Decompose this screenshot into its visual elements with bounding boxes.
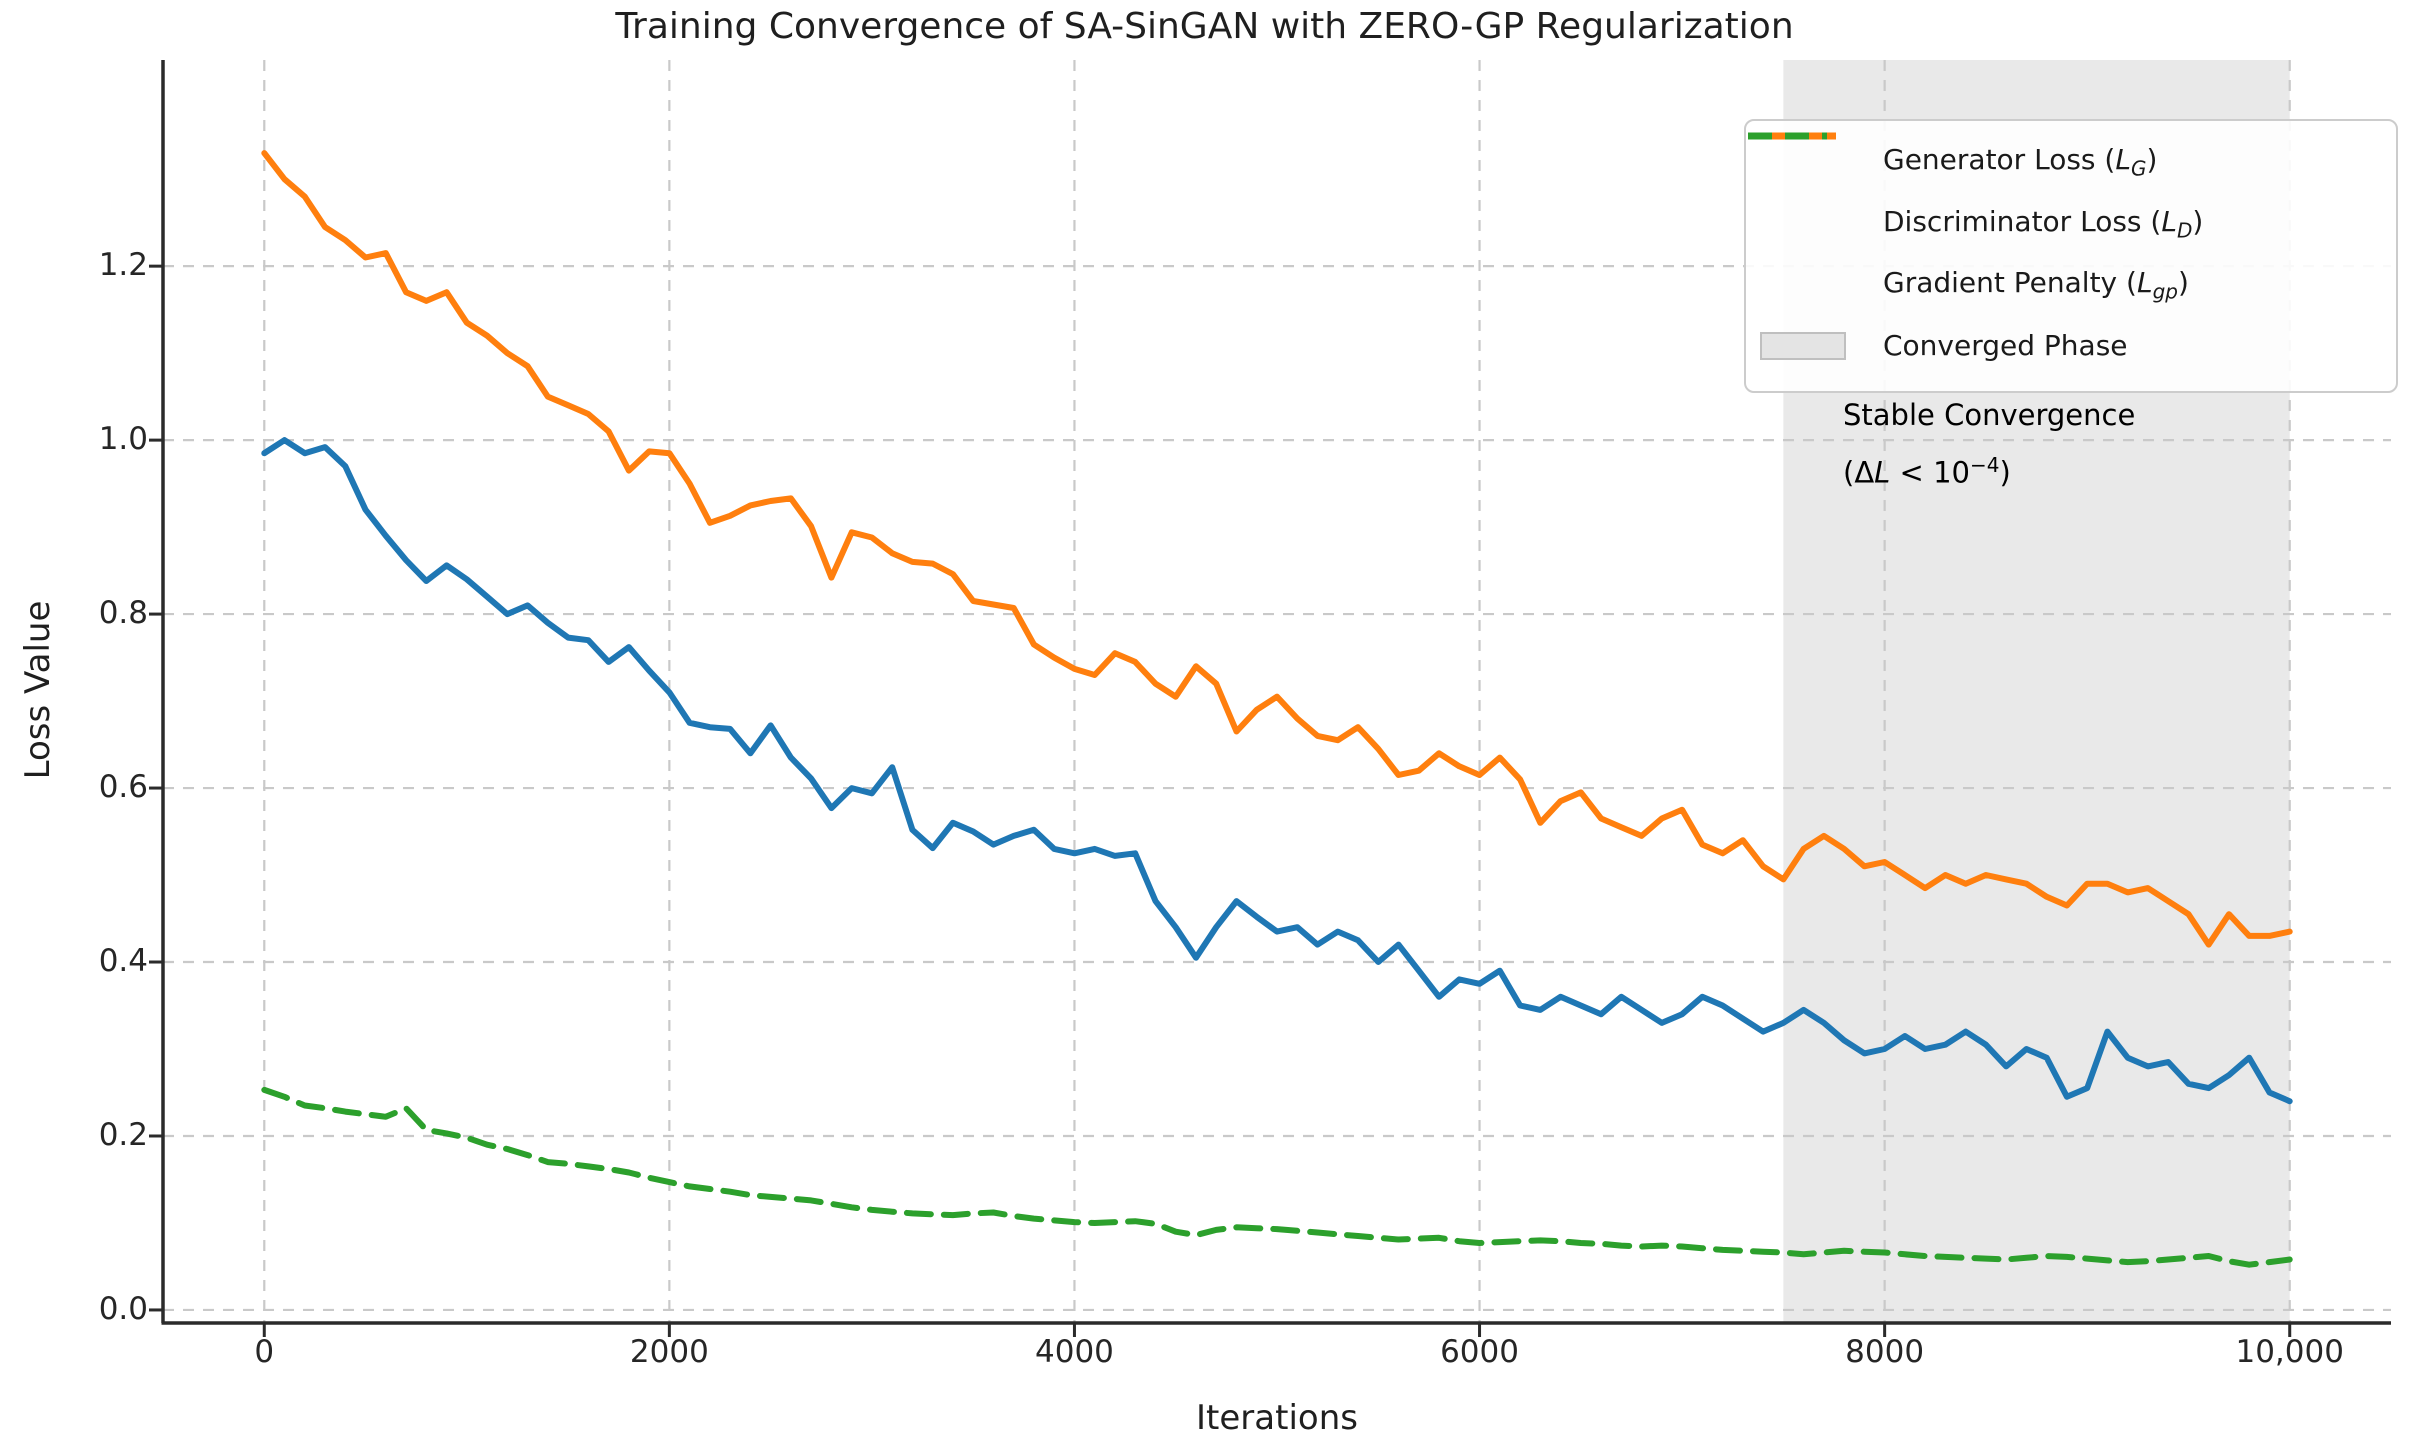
- legend-row: Gradient Penalty (Lgp): [1748, 132, 2386, 314]
- x-tick-label: 10,000: [2235, 1334, 2344, 1370]
- annotation: Stable Convergence (ΔL < 10−4): [1843, 390, 2135, 498]
- series-line-generator: [261, 437, 2293, 1105]
- y-tick-label: 0.0: [98, 1290, 148, 1327]
- series-line-gradient-penalty: [261, 1086, 2293, 1268]
- legend-label: Discriminator Loss (LD): [1883, 204, 2204, 243]
- x-tick-label: 6000: [1440, 1334, 1519, 1370]
- legend-swatch-icon: [1748, 132, 1836, 140]
- legend-row: Converged Phase: [1758, 317, 2386, 375]
- x-axis-label: Iterations: [1196, 1398, 1358, 1438]
- y-tick-label: 0.8: [98, 595, 148, 632]
- annotation-line2: (ΔL < 10−4): [1843, 453, 2011, 490]
- x-tick-label: 4000: [1035, 1334, 1114, 1370]
- legend-row: Generator Loss (LG): [1748, 132, 2386, 191]
- legend-patch-swatch: [1760, 331, 1852, 361]
- x-tick-label: 2000: [629, 1334, 709, 1370]
- y-tick-label: 1.0: [98, 421, 148, 458]
- legend-label: Generator Loss (LG): [1883, 143, 2158, 181]
- legend-line-swatch: [1748, 132, 1852, 238]
- y-tick-label: 0.4: [98, 943, 148, 980]
- legend-row: Discriminator Loss (LD): [1748, 132, 2386, 252]
- legend-label: Converged Phase: [1883, 329, 2128, 363]
- series-line-discriminator: [261, 150, 2293, 948]
- legend-line-swatch: [1748, 132, 1852, 177]
- converged-phase-swatch-icon: [1760, 331, 1846, 360]
- x-tick-label: 8000: [1845, 1334, 1925, 1370]
- page-title: Training Convergence of SA-SinGAN with Z…: [615, 6, 1794, 47]
- legend: Generator Loss (LG) Discriminator Loss (L…: [1744, 119, 2398, 393]
- annotation-line1: Stable Convergence: [1843, 398, 2136, 432]
- y-tick-label: 0.6: [98, 769, 148, 806]
- legend-line-swatch: [1748, 132, 1852, 300]
- y-tick-label: 1.2: [98, 247, 148, 284]
- x-tick-label: 0: [254, 1334, 275, 1370]
- legend-label: Gradient Penalty (Lgp): [1883, 265, 2189, 304]
- y-tick-label: 0.2: [98, 1116, 148, 1153]
